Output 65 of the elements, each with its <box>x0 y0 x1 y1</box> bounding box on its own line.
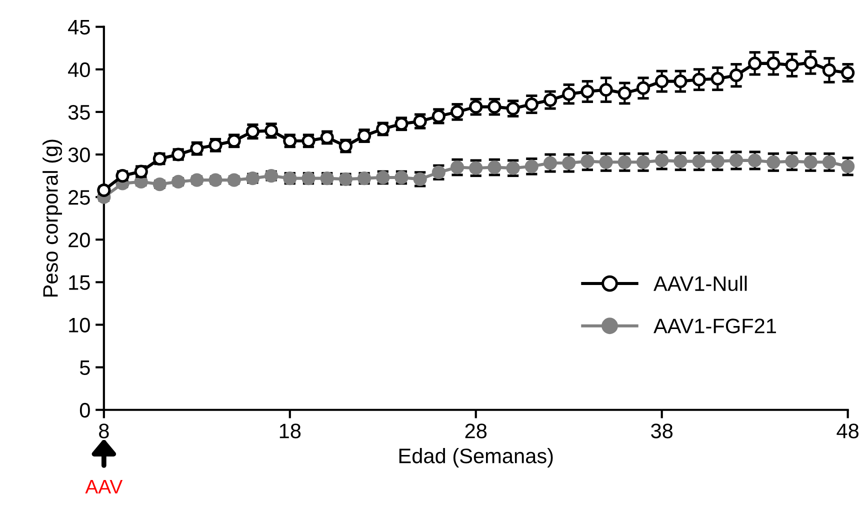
point <box>655 154 669 168</box>
point <box>636 81 650 95</box>
point <box>710 72 724 86</box>
x-axis-title: Edad (Semanas) <box>399 448 553 468</box>
y-tick-label: 35 <box>68 104 90 120</box>
point <box>655 74 669 88</box>
y-tick-label: 45 <box>68 20 90 35</box>
point <box>822 63 836 78</box>
point <box>692 72 706 86</box>
point <box>748 154 762 168</box>
point <box>506 161 520 175</box>
point <box>580 154 594 168</box>
legend-label: AAV1-FGF21 <box>654 318 776 334</box>
point <box>190 173 204 187</box>
point <box>804 56 818 70</box>
point <box>729 68 744 82</box>
point <box>674 74 688 88</box>
point <box>785 154 799 168</box>
point <box>469 161 483 175</box>
x-tick-label: 18 <box>280 424 301 438</box>
point <box>599 83 613 97</box>
point <box>208 173 222 187</box>
point <box>766 56 780 70</box>
point <box>692 154 706 168</box>
point <box>729 154 744 168</box>
y-axis-title: Peso corporal (g) <box>42 140 62 297</box>
point <box>488 100 502 114</box>
point <box>618 155 632 169</box>
point <box>172 174 186 189</box>
y-tick-label: 20 <box>68 232 90 248</box>
point <box>710 154 724 168</box>
y-tick-label: 15 <box>69 275 90 290</box>
point <box>785 58 799 72</box>
annotation: AAV <box>85 480 123 494</box>
point <box>97 183 111 198</box>
point <box>580 84 594 98</box>
point <box>543 156 558 170</box>
point <box>524 97 538 112</box>
point <box>674 154 688 168</box>
point <box>227 173 241 187</box>
point <box>599 155 613 169</box>
point <box>822 155 836 169</box>
point <box>766 155 780 169</box>
point <box>469 100 483 114</box>
point <box>562 156 576 170</box>
y-tick-label: 10 <box>69 318 90 332</box>
legend-label: AAV1-Null <box>654 276 747 292</box>
x-tick-label: 8 <box>99 424 109 438</box>
point <box>152 177 167 192</box>
point <box>562 87 576 101</box>
point <box>804 155 818 169</box>
point <box>841 66 855 80</box>
point <box>618 86 632 100</box>
y-tick-label: 40 <box>68 62 90 78</box>
x-tick-label: 48 <box>836 424 858 438</box>
y-tick-label: 25 <box>68 190 90 205</box>
y-tick-label: 5 <box>80 360 90 376</box>
point <box>636 155 650 169</box>
y-tick-label: 30 <box>68 148 90 162</box>
point <box>841 160 855 174</box>
x-tick-label: 28 <box>465 424 487 438</box>
point <box>543 93 558 107</box>
point <box>748 56 762 70</box>
y-tick-label: 0 <box>80 402 90 418</box>
x-tick-label: 38 <box>651 424 673 438</box>
